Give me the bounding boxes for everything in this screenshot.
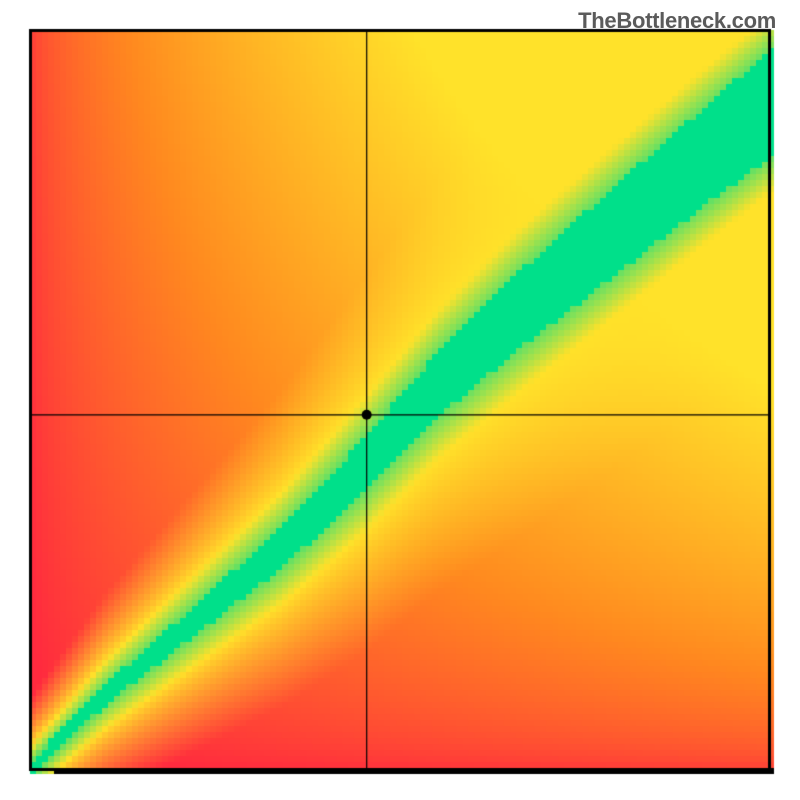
bottleneck-heatmap-canvas: [0, 0, 800, 800]
watermark-text: TheBottleneck.com: [578, 8, 776, 34]
chart-container: TheBottleneck.com: [0, 0, 800, 800]
